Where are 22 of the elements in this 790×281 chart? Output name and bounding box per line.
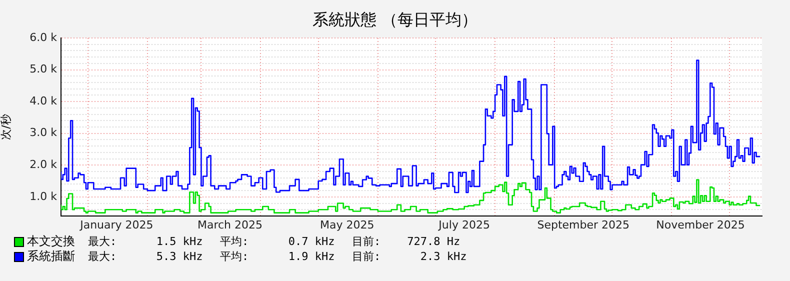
text: 平均: 1.9 kHz [220, 249, 335, 264]
y-tick-label: 1.0 k [30, 190, 58, 203]
y-tick-label: 4.0 k [30, 94, 58, 108]
y-tick-label: 3.0 k [30, 126, 58, 140]
x-tick-label: May 2025 [320, 218, 374, 232]
legend-label: 系統插斷 [27, 249, 75, 264]
x-tick-label: January 2025 [79, 218, 154, 232]
x-tick-label: July 2025 [438, 218, 490, 232]
text: 平均: 0.7 kHz [220, 234, 335, 249]
chart-title: 系統狀態 （每日平均） [311, 10, 479, 31]
text: 最大: 5.3 kHz [88, 249, 203, 264]
y-axis-title: 次/秒 [0, 114, 12, 140]
y-tick-label: 6.0 k [30, 30, 58, 44]
x-tick-label: November 2025 [656, 218, 745, 232]
y-tick-label: 5.0 k [30, 62, 58, 76]
text: 目前: 2.3 kHz [352, 249, 467, 264]
legend-label: 本文交換 [27, 234, 75, 249]
y-tick-label: 2.0 k [30, 158, 58, 171]
x-tick-label: March 2025 [197, 218, 263, 232]
text: 最大: 1.5 kHz [88, 234, 203, 249]
text: 目前: 727.8 Hz [352, 234, 460, 249]
x-tick-label: September 2025 [537, 218, 630, 232]
